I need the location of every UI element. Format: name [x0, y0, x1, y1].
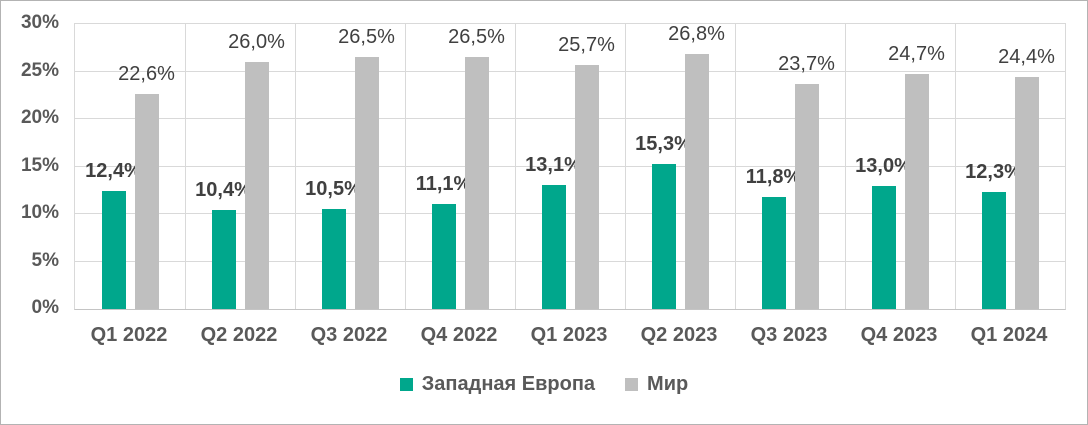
data-label-west-europe: 13,0% — [855, 154, 912, 177]
data-label-world: 23,7% — [778, 52, 835, 75]
legend-label-west-europe: Западная Европа — [421, 372, 596, 395]
bar-world — [794, 83, 819, 309]
data-label-west-europe: 12,4% — [85, 160, 142, 183]
legend-label-world: Мир — [647, 372, 689, 395]
bar-world — [134, 94, 159, 309]
data-label-west-europe: 12,3% — [965, 161, 1022, 184]
gridline-vertical — [185, 24, 186, 309]
data-label-west-europe: 11,1% — [415, 172, 472, 195]
legend: Западная Европа Мир — [1, 368, 1087, 400]
gridline-vertical — [845, 24, 846, 309]
legend-item-world: Мир — [625, 373, 688, 396]
bar-world — [684, 54, 709, 309]
x-category-label: Q1 2024 — [970, 324, 1048, 346]
gridline-horizontal — [75, 70, 1065, 72]
data-label-world: 26,8% — [668, 23, 725, 46]
data-label-world: 25,7% — [558, 33, 615, 56]
x-axis: Q1 2022 Q2 2022 Q3 2022 Q4 2022 Q1 2023 Q2 20… — [74, 320, 1064, 352]
gridline-vertical — [515, 24, 516, 309]
bar-world — [464, 57, 489, 309]
gridline-horizontal — [75, 213, 1065, 214]
y-axis: 0% 5% 10% 15% 20% 25% 30% — [1, 12, 65, 318]
x-category-label: Q4 2023 — [860, 324, 938, 346]
x-category-label: Q1 2022 — [90, 324, 168, 346]
bar-west-europe — [871, 185, 896, 309]
data-label-world: 26,5% — [448, 26, 505, 49]
bar-west-europe — [541, 184, 566, 309]
y-tick-label: 10% — [20, 202, 59, 223]
bar-world — [574, 64, 599, 309]
x-category-label: Q2 2022 — [200, 324, 278, 346]
bar-world — [244, 62, 269, 309]
bar-world — [354, 57, 379, 309]
data-label-world: 26,0% — [228, 31, 285, 53]
bar-west-europe — [101, 191, 126, 309]
y-tick-label: 15% — [20, 154, 59, 176]
data-label-west-europe: 11,8% — [745, 165, 802, 188]
bar-west-europe — [321, 209, 346, 309]
gridline-horizontal — [75, 165, 1065, 167]
legend-swatch-world — [625, 377, 639, 391]
gridline-vertical — [735, 24, 736, 309]
y-tick-label: 30% — [20, 12, 59, 33]
bar-west-europe — [651, 163, 676, 309]
data-label-world: 24,7% — [888, 43, 945, 66]
bar-west-europe — [431, 203, 456, 309]
data-label-world: 24,4% — [998, 46, 1055, 69]
data-label-west-europe: 10,4% — [195, 179, 252, 202]
bar-world — [904, 74, 929, 309]
data-label-west-europe: 15,3% — [635, 132, 692, 155]
data-label-west-europe: 13,1% — [525, 153, 582, 176]
bar-world — [1014, 77, 1039, 309]
data-label-west-europe: 10,5% — [305, 178, 362, 201]
gridline-vertical — [295, 24, 296, 309]
x-category-label: Q2 2023 — [640, 324, 718, 346]
legend-item-west-europe: Западная Европа — [399, 372, 596, 396]
x-category-label: Q3 2022 — [310, 324, 388, 346]
gridline-vertical — [405, 24, 406, 309]
bar-west-europe — [761, 196, 786, 309]
data-label-world: 26,5% — [338, 26, 395, 49]
x-category-label: Q3 2023 — [750, 324, 828, 346]
legend-swatch-west-europe — [399, 377, 413, 391]
data-label-world: 22,6% — [118, 63, 175, 86]
gridline-horizontal — [75, 260, 1065, 262]
gridline-horizontal — [75, 118, 1065, 119]
y-tick-label: 20% — [20, 107, 59, 128]
y-tick-label: 25% — [20, 59, 59, 81]
gridline-vertical — [625, 24, 626, 309]
x-category-label: Q1 2023 — [530, 324, 608, 346]
bar-west-europe — [211, 210, 236, 309]
bar-west-europe — [981, 192, 1006, 309]
x-category-label: Q4 2022 — [420, 324, 498, 346]
y-tick-label: 5% — [31, 249, 59, 271]
plot-area: 12,4% 22,6% 10,4% 26,0% 10,5% 26,5% 11,1% 26,5%… — [74, 23, 1066, 310]
y-tick-label: 0% — [31, 297, 59, 318]
gridline-vertical — [955, 24, 956, 309]
